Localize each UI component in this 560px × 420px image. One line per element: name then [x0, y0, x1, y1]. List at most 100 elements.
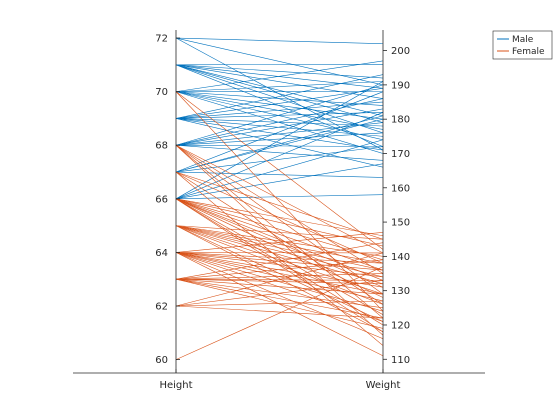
- height-tick-label-68: 68: [155, 141, 168, 152]
- series-line-female-17: [175, 198, 384, 271]
- series-line-female-25: [175, 225, 384, 295]
- series-line-male-37: [175, 91, 384, 173]
- series-line-female-7: [175, 171, 384, 240]
- series-line-female-15: [175, 198, 384, 315]
- series-line-female-20: [175, 198, 384, 288]
- series-line-female-13: [175, 198, 384, 281]
- series-line-male-24: [175, 101, 384, 119]
- series-line-female-41: [175, 252, 384, 271]
- series-line-female-37: [175, 252, 384, 312]
- series-line-female-42: [175, 252, 384, 295]
- series-line-female-23: [175, 225, 384, 271]
- series-line-female-43: [175, 242, 384, 280]
- weight-tick-label-200: 200: [391, 46, 410, 57]
- series-line-female-32: [175, 252, 384, 254]
- series-line-female-9: [175, 171, 384, 264]
- series-line-male-39: [175, 194, 384, 200]
- series-line-male-0: [175, 37, 384, 45]
- series-line-female-35: [175, 252, 384, 288]
- series-line-female-46: [175, 278, 384, 285]
- series-line-male-43: [175, 81, 384, 200]
- weight-tick-label-140: 140: [391, 252, 410, 263]
- series-line-female-2: [175, 144, 384, 254]
- weight-tick-label-120: 120: [391, 320, 410, 331]
- series-line-female-16: [175, 198, 384, 326]
- height-tick-label-70: 70: [155, 87, 168, 98]
- weight-tick-label-130: 130: [391, 286, 410, 297]
- series-line-male-38: [175, 115, 384, 173]
- series-line-male-12: [175, 91, 384, 141]
- series-line-female-31: [175, 232, 384, 253]
- series-line-male-7: [175, 64, 384, 99]
- series-line-male-34: [175, 171, 384, 178]
- series-line-female-52: [175, 252, 384, 307]
- series-line-female-0: [175, 91, 384, 250]
- series-line-male-8: [175, 64, 384, 89]
- series-line-female-11: [175, 198, 384, 237]
- series-line-female-40: [175, 252, 384, 357]
- series-line-female-30: [175, 225, 384, 264]
- series-line-male-20: [175, 118, 384, 151]
- series-male: [175, 37, 384, 200]
- series-line-female-51: [175, 278, 384, 281]
- series-line-male-10: [175, 64, 384, 66]
- series-line-male-22: [175, 118, 384, 127]
- series-line-male-15: [175, 91, 384, 106]
- series-line-female-10: [175, 171, 384, 346]
- series-line-female-38: [175, 252, 384, 322]
- series-line-male-5: [175, 64, 384, 123]
- series-line-male-1: [175, 37, 384, 151]
- series-line-male-30: [175, 122, 384, 146]
- height-tick-label-60: 60: [155, 355, 168, 366]
- series-line-male-17: [175, 81, 384, 92]
- series-line-female-14: [175, 198, 384, 298]
- series-line-female-55: [175, 305, 384, 319]
- series-line-female-53: [175, 280, 384, 307]
- series-line-female-56: [175, 266, 384, 360]
- series-line-male-9: [175, 64, 384, 79]
- height-tick-label-62: 62: [155, 302, 168, 313]
- series-line-male-26: [175, 74, 384, 119]
- legend: Male Female: [492, 30, 553, 60]
- weight-tick-label-160: 160: [391, 183, 410, 194]
- series-line-female-29: [175, 225, 384, 278]
- series-line-male-42: [175, 112, 384, 200]
- series-line-female-26: [175, 225, 384, 305]
- series-line-male-27: [175, 144, 384, 161]
- series-line-female-45: [175, 273, 384, 280]
- series-line-male-14: [175, 91, 384, 120]
- series-line-male-29: [175, 132, 384, 146]
- weight-tick-label-150: 150: [391, 218, 410, 229]
- series-line-male-21: [175, 118, 384, 137]
- series-line-female-3: [175, 144, 384, 295]
- height-tick-label-64: 64: [155, 248, 168, 259]
- series-line-male-33: [175, 84, 384, 146]
- series-line-female-18: [175, 198, 384, 247]
- series-line-male-35: [175, 146, 384, 173]
- series-line-male-32: [175, 98, 384, 146]
- x-tick-label-weight: Weight: [366, 380, 401, 391]
- series-line-female-34: [175, 252, 384, 278]
- series-line-male-40: [175, 163, 384, 200]
- series-line-female-28: [175, 225, 384, 333]
- series-line-female-8: [175, 171, 384, 305]
- series-line-male-18: [175, 60, 384, 92]
- axes: Height Weight 60 62 64 66 68 70 72 110 120 130 140 15…: [73, 30, 485, 391]
- series-line-male-13: [175, 91, 384, 130]
- weight-tick-label-180: 180: [391, 115, 410, 126]
- series-line-female-36: [175, 252, 384, 302]
- series-line-female-5: [175, 144, 384, 274]
- legend-label-female: Female: [512, 47, 545, 57]
- legend-box: [492, 30, 553, 60]
- series-line-female-21: [175, 225, 384, 240]
- series-line-female-27: [175, 225, 384, 322]
- series-line-female-22: [175, 225, 384, 257]
- weight-tick-label-110: 110: [391, 355, 410, 366]
- series-line-female-24: [175, 225, 384, 285]
- series-line-female-49: [175, 278, 384, 319]
- series-line-female-44: [175, 259, 384, 280]
- series-line-female-39: [175, 252, 384, 339]
- series-lines: [175, 37, 384, 360]
- series-line-male-6: [175, 64, 384, 117]
